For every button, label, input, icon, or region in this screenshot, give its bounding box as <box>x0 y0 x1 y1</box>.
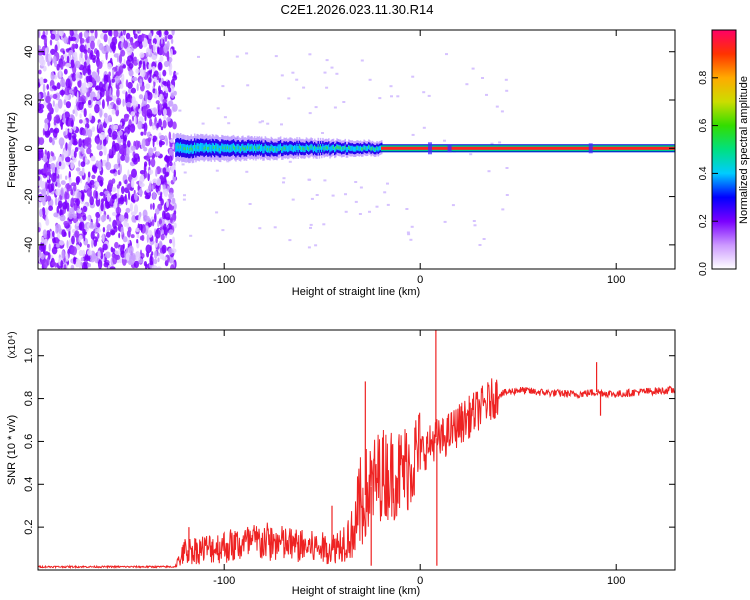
snr-ylabel: SNR (10 * v/v) <box>6 415 18 485</box>
colorbar-label: Normalized spectral amplitude <box>738 76 750 224</box>
snr-ytick-label: 0.8 <box>23 391 35 406</box>
snr-xtick-label: -100 <box>213 575 235 587</box>
colorbar <box>712 30 736 269</box>
spectrogram-frame <box>37 29 676 270</box>
colorbar-tick-label: 0.2 <box>698 214 709 228</box>
spectrogram-xtick-label: 100 <box>607 274 625 286</box>
spectrogram-ytick-label: 20 <box>23 94 35 106</box>
colorbar-tick-label: 0.8 <box>698 70 709 84</box>
snr-axes: -100 0 100 0.2 0.4 0.6 0.8 1.0 <box>23 330 675 587</box>
spectrogram-signal-band <box>175 132 383 164</box>
spectrogram-carrier-line <box>381 142 675 155</box>
colorbar-tick-label: 0.6 <box>698 118 709 132</box>
snr-ytick-label: 1.0 <box>23 348 35 363</box>
colorbar-frame <box>711 29 737 270</box>
snr-ytick-label: 0.2 <box>23 519 35 534</box>
spectrogram-ytick-label: 40 <box>23 46 35 58</box>
spectrogram-xtick-label: 0 <box>417 274 423 286</box>
figure-title: C2E1.2026.023.11.30.R14 <box>281 2 434 17</box>
spectrogram-ytick-label: 0 <box>23 145 35 151</box>
snr-xlabel: Height of straight line (km) <box>292 585 420 597</box>
colorbar-tick-label: 0.4 <box>698 166 709 180</box>
snr-line <box>38 378 675 570</box>
spectrogram-noise <box>38 30 178 269</box>
snr-xtick-label: 100 <box>607 575 625 587</box>
spectrogram-ytick-label: -40 <box>23 237 35 253</box>
spectrogram-axes: -100 0 100 40 20 0 -20 -40 <box>23 30 675 286</box>
snr-yscale-label: (x10⁴) <box>7 331 18 358</box>
snr-ytick-label: 0.4 <box>23 477 35 492</box>
colorbar-axes: 0.0 0.2 0.4 0.6 0.8 <box>698 70 718 276</box>
spectrogram-xlabel: Height of straight line (km) <box>292 286 420 298</box>
snr-frame <box>37 329 676 571</box>
colorbar-tick-label: 0.0 <box>698 262 709 276</box>
spectrogram-xtick-label: -100 <box>213 274 235 286</box>
spectrogram-plot <box>38 30 675 269</box>
snr-plot <box>38 330 675 570</box>
snr-xtick-label: 0 <box>417 575 423 587</box>
snr-ytick-label: 0.6 <box>23 434 35 449</box>
spectrogram-ytick-label: -20 <box>23 189 35 205</box>
spectrogram-ylabel: Frequency (Hz) <box>6 112 18 188</box>
